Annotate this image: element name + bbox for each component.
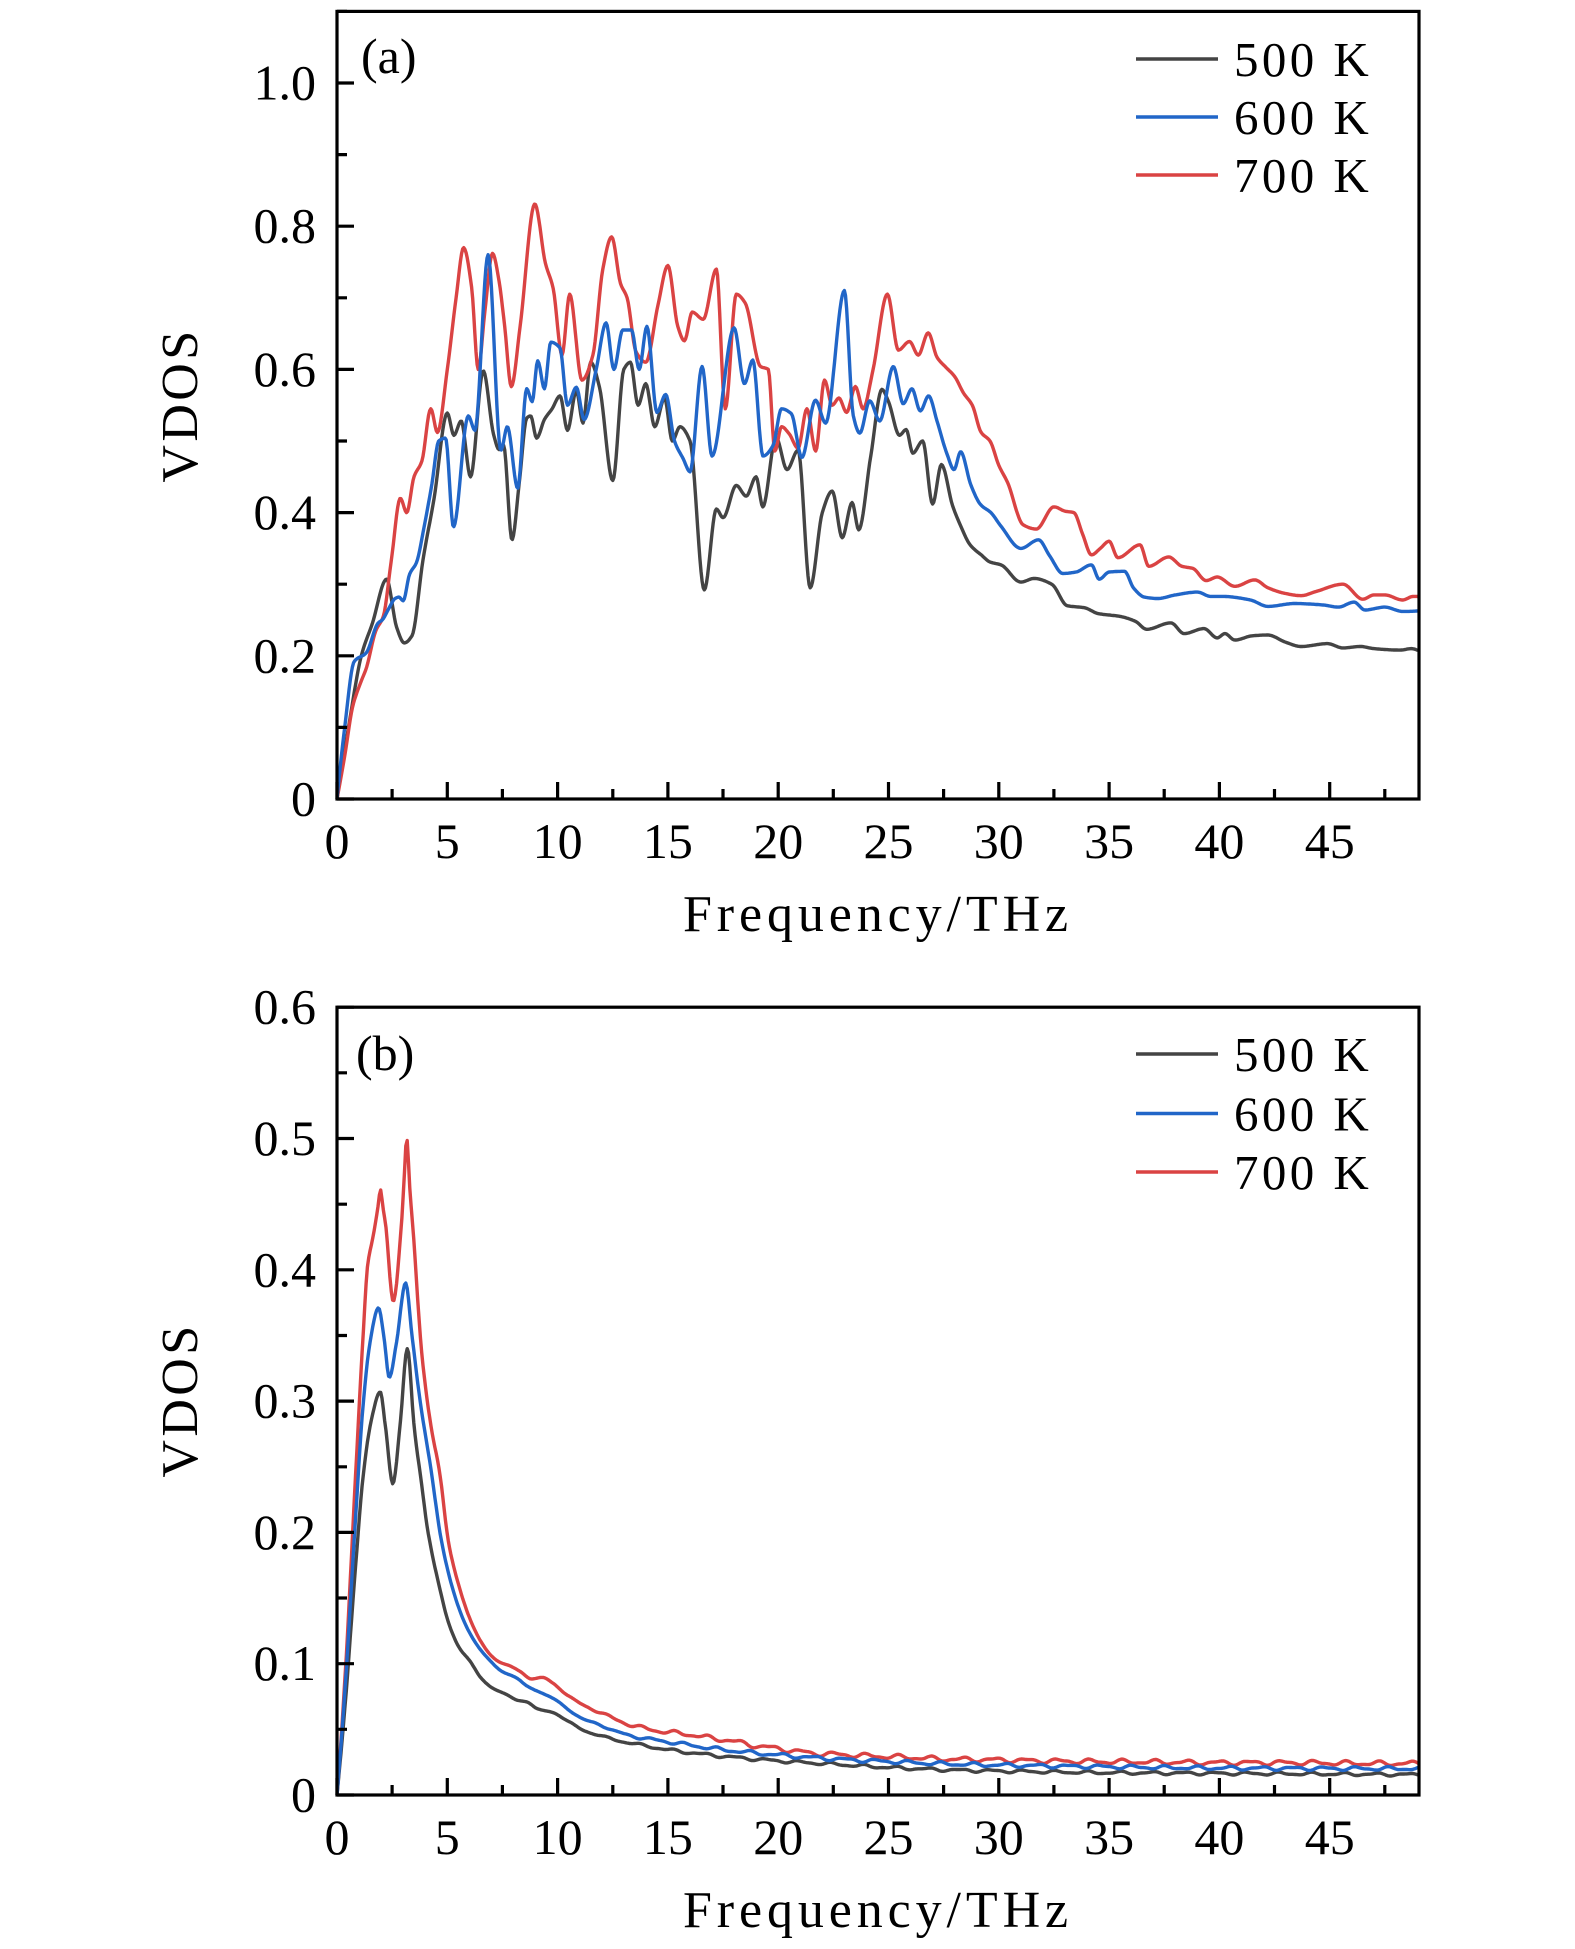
svg-text:5: 5 bbox=[435, 1809, 460, 1865]
svg-text:Frequency/THz: Frequency/THz bbox=[683, 1882, 1073, 1939]
svg-text:10: 10 bbox=[533, 1809, 583, 1865]
svg-text:15: 15 bbox=[643, 1809, 693, 1865]
svg-text:0.1: 0.1 bbox=[254, 1635, 317, 1691]
svg-text:25: 25 bbox=[864, 813, 914, 869]
svg-text:Frequency/THz: Frequency/THz bbox=[683, 886, 1073, 943]
svg-text:25: 25 bbox=[864, 1809, 914, 1865]
svg-text:40: 40 bbox=[1194, 813, 1244, 869]
svg-text:0.8: 0.8 bbox=[254, 198, 317, 254]
svg-text:5: 5 bbox=[435, 813, 460, 869]
svg-text:500 K: 500 K bbox=[1234, 32, 1372, 87]
svg-text:VDOS: VDOS bbox=[152, 1322, 209, 1477]
svg-text:0: 0 bbox=[325, 813, 350, 869]
svg-text:45: 45 bbox=[1305, 813, 1355, 869]
svg-text:15: 15 bbox=[643, 813, 693, 869]
svg-text:0: 0 bbox=[325, 1809, 350, 1865]
svg-text:0.6: 0.6 bbox=[254, 341, 317, 397]
svg-text:(b): (b) bbox=[356, 1025, 414, 1081]
svg-text:10: 10 bbox=[533, 813, 583, 869]
svg-text:0.6: 0.6 bbox=[254, 979, 317, 1035]
svg-text:0: 0 bbox=[291, 1767, 316, 1823]
svg-text:600 K: 600 K bbox=[1234, 1087, 1372, 1142]
svg-text:30: 30 bbox=[974, 1809, 1024, 1865]
svg-text:0.3: 0.3 bbox=[254, 1373, 317, 1429]
svg-text:500 K: 500 K bbox=[1234, 1027, 1372, 1082]
svg-text:20: 20 bbox=[753, 813, 803, 869]
svg-text:40: 40 bbox=[1194, 1809, 1244, 1865]
svg-text:600 K: 600 K bbox=[1234, 90, 1372, 145]
svg-text:35: 35 bbox=[1084, 813, 1134, 869]
svg-text:0.5: 0.5 bbox=[254, 1110, 317, 1166]
svg-text:0.4: 0.4 bbox=[254, 1241, 317, 1297]
svg-text:0.2: 0.2 bbox=[254, 1504, 317, 1560]
svg-text:0: 0 bbox=[291, 771, 316, 827]
svg-text:20: 20 bbox=[753, 1809, 803, 1865]
svg-text:0.4: 0.4 bbox=[254, 484, 317, 540]
svg-text:700 K: 700 K bbox=[1234, 1145, 1372, 1200]
svg-text:VDOS: VDOS bbox=[152, 327, 209, 482]
svg-text:700 K: 700 K bbox=[1234, 148, 1372, 203]
svg-text:30: 30 bbox=[974, 813, 1024, 869]
svg-text:1.0: 1.0 bbox=[254, 55, 317, 111]
svg-text:0.2: 0.2 bbox=[254, 627, 317, 683]
svg-text:45: 45 bbox=[1305, 1809, 1355, 1865]
svg-text:35: 35 bbox=[1084, 1809, 1134, 1865]
svg-text:(a): (a) bbox=[361, 28, 417, 84]
